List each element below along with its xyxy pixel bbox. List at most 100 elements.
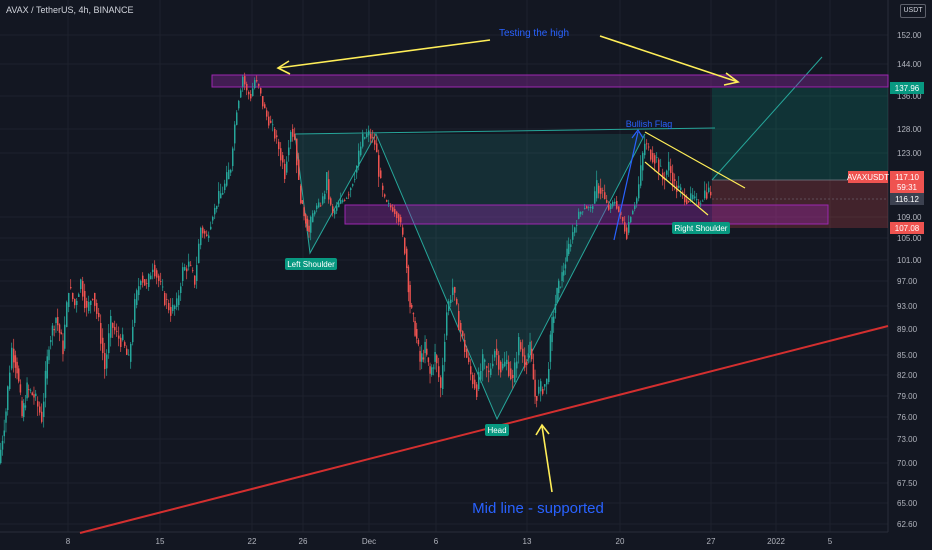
candle-body: [152, 269, 154, 273]
candle-body: [664, 179, 666, 180]
candle-body: [206, 234, 208, 236]
candle-body: [166, 299, 168, 300]
candle-body: [466, 348, 468, 358]
candle-body: [240, 90, 242, 98]
candle-body: [16, 361, 18, 374]
candle-body: [46, 356, 48, 379]
candle-body: [212, 216, 214, 221]
candle-body: [432, 367, 435, 369]
candle-body: [388, 203, 390, 205]
y-tick-label: 93.00: [897, 302, 918, 311]
candle-body: [532, 364, 535, 380]
candle-body: [58, 324, 61, 333]
candle-body: [694, 196, 696, 199]
candle-body: [476, 384, 478, 397]
symbol-header[interactable]: AVAX / TetherUS, 4h, BINANCE: [6, 5, 134, 15]
arrow-to-target-head: [723, 72, 740, 86]
x-tick-label: 8: [66, 537, 71, 546]
candle-body: [568, 243, 570, 255]
candle-body: [106, 354, 108, 369]
candle-body: [450, 299, 452, 303]
candle-body: [162, 286, 164, 288]
x-tick-label: 26: [299, 537, 308, 546]
candle-body: [318, 202, 320, 208]
y-tick-label: 136.00: [897, 92, 922, 101]
currency-button[interactable]: USDT: [900, 4, 926, 18]
candle-body: [168, 303, 170, 311]
candle-body: [68, 293, 70, 307]
candle-body: [544, 384, 546, 387]
candle-body: [392, 207, 394, 212]
candle-body: [431, 367, 433, 375]
candle-body: [700, 203, 702, 205]
candle-body: [598, 185, 600, 194]
candle-body: [116, 331, 118, 332]
candle-body: [434, 351, 436, 362]
candle-body: [44, 370, 47, 398]
candle-body: [360, 146, 362, 156]
candle-body: [462, 331, 464, 336]
candle-body: [348, 194, 350, 196]
stop-price-label: 107.08: [895, 224, 920, 233]
candle-body: [548, 368, 550, 382]
candle-body: [33, 394, 35, 398]
candle-body: [356, 165, 358, 173]
candle-body: [350, 188, 352, 191]
candle-body: [478, 372, 480, 389]
candle-body: [250, 94, 252, 99]
candle-body: [104, 353, 106, 370]
candle-body: [692, 194, 694, 200]
candle-body: [150, 275, 152, 280]
candle-body: [614, 201, 616, 204]
candle-body: [660, 165, 662, 167]
candle-body: [72, 293, 74, 300]
candle-body: [572, 232, 574, 240]
candle-body: [78, 294, 80, 297]
candle-body: [364, 137, 366, 139]
candle-body: [130, 343, 132, 362]
candle-body: [563, 270, 565, 276]
candle-body: [648, 146, 650, 148]
y-tick-label: 82.00: [897, 371, 918, 380]
candle-body: [148, 274, 150, 287]
candle-body: [51, 325, 54, 336]
candle-body: [142, 275, 144, 283]
candle-body: [202, 227, 204, 234]
candle-body: [684, 196, 686, 203]
candle-body: [366, 133, 368, 137]
candle-body: [268, 116, 270, 126]
candle-body: [620, 211, 622, 215]
candle-body: [566, 248, 568, 262]
candle-body: [29, 389, 32, 391]
candle-body: [114, 327, 116, 331]
candle-body: [556, 287, 558, 303]
candle-body: [678, 185, 680, 188]
candle-body: [102, 337, 104, 354]
candle-body: [254, 80, 256, 88]
candle-body: [586, 206, 588, 209]
candle-body: [520, 342, 522, 350]
candle-body: [672, 172, 674, 187]
candle-body: [534, 379, 536, 397]
candle-body: [154, 264, 156, 277]
candle-body: [310, 216, 312, 233]
candle-body: [582, 211, 584, 213]
candle-body: [220, 193, 222, 199]
candle-body: [526, 361, 528, 366]
candle-body: [332, 206, 334, 214]
candle-body: [338, 202, 340, 208]
candle-body: [14, 355, 17, 368]
candle-body: [422, 357, 425, 360]
candle-body: [262, 96, 264, 107]
candle-body: [84, 291, 86, 309]
candle-body: [306, 218, 309, 231]
stop-price-label-bg: [890, 222, 924, 234]
candle-body: [342, 200, 344, 202]
y-tick-label: 123.00: [897, 149, 922, 158]
candle-body: [608, 204, 610, 210]
candle-body: [112, 323, 114, 328]
candle-body: [574, 227, 576, 233]
candle-body: [60, 332, 62, 335]
right-shoulder-label: Right Shoulder: [675, 224, 728, 233]
